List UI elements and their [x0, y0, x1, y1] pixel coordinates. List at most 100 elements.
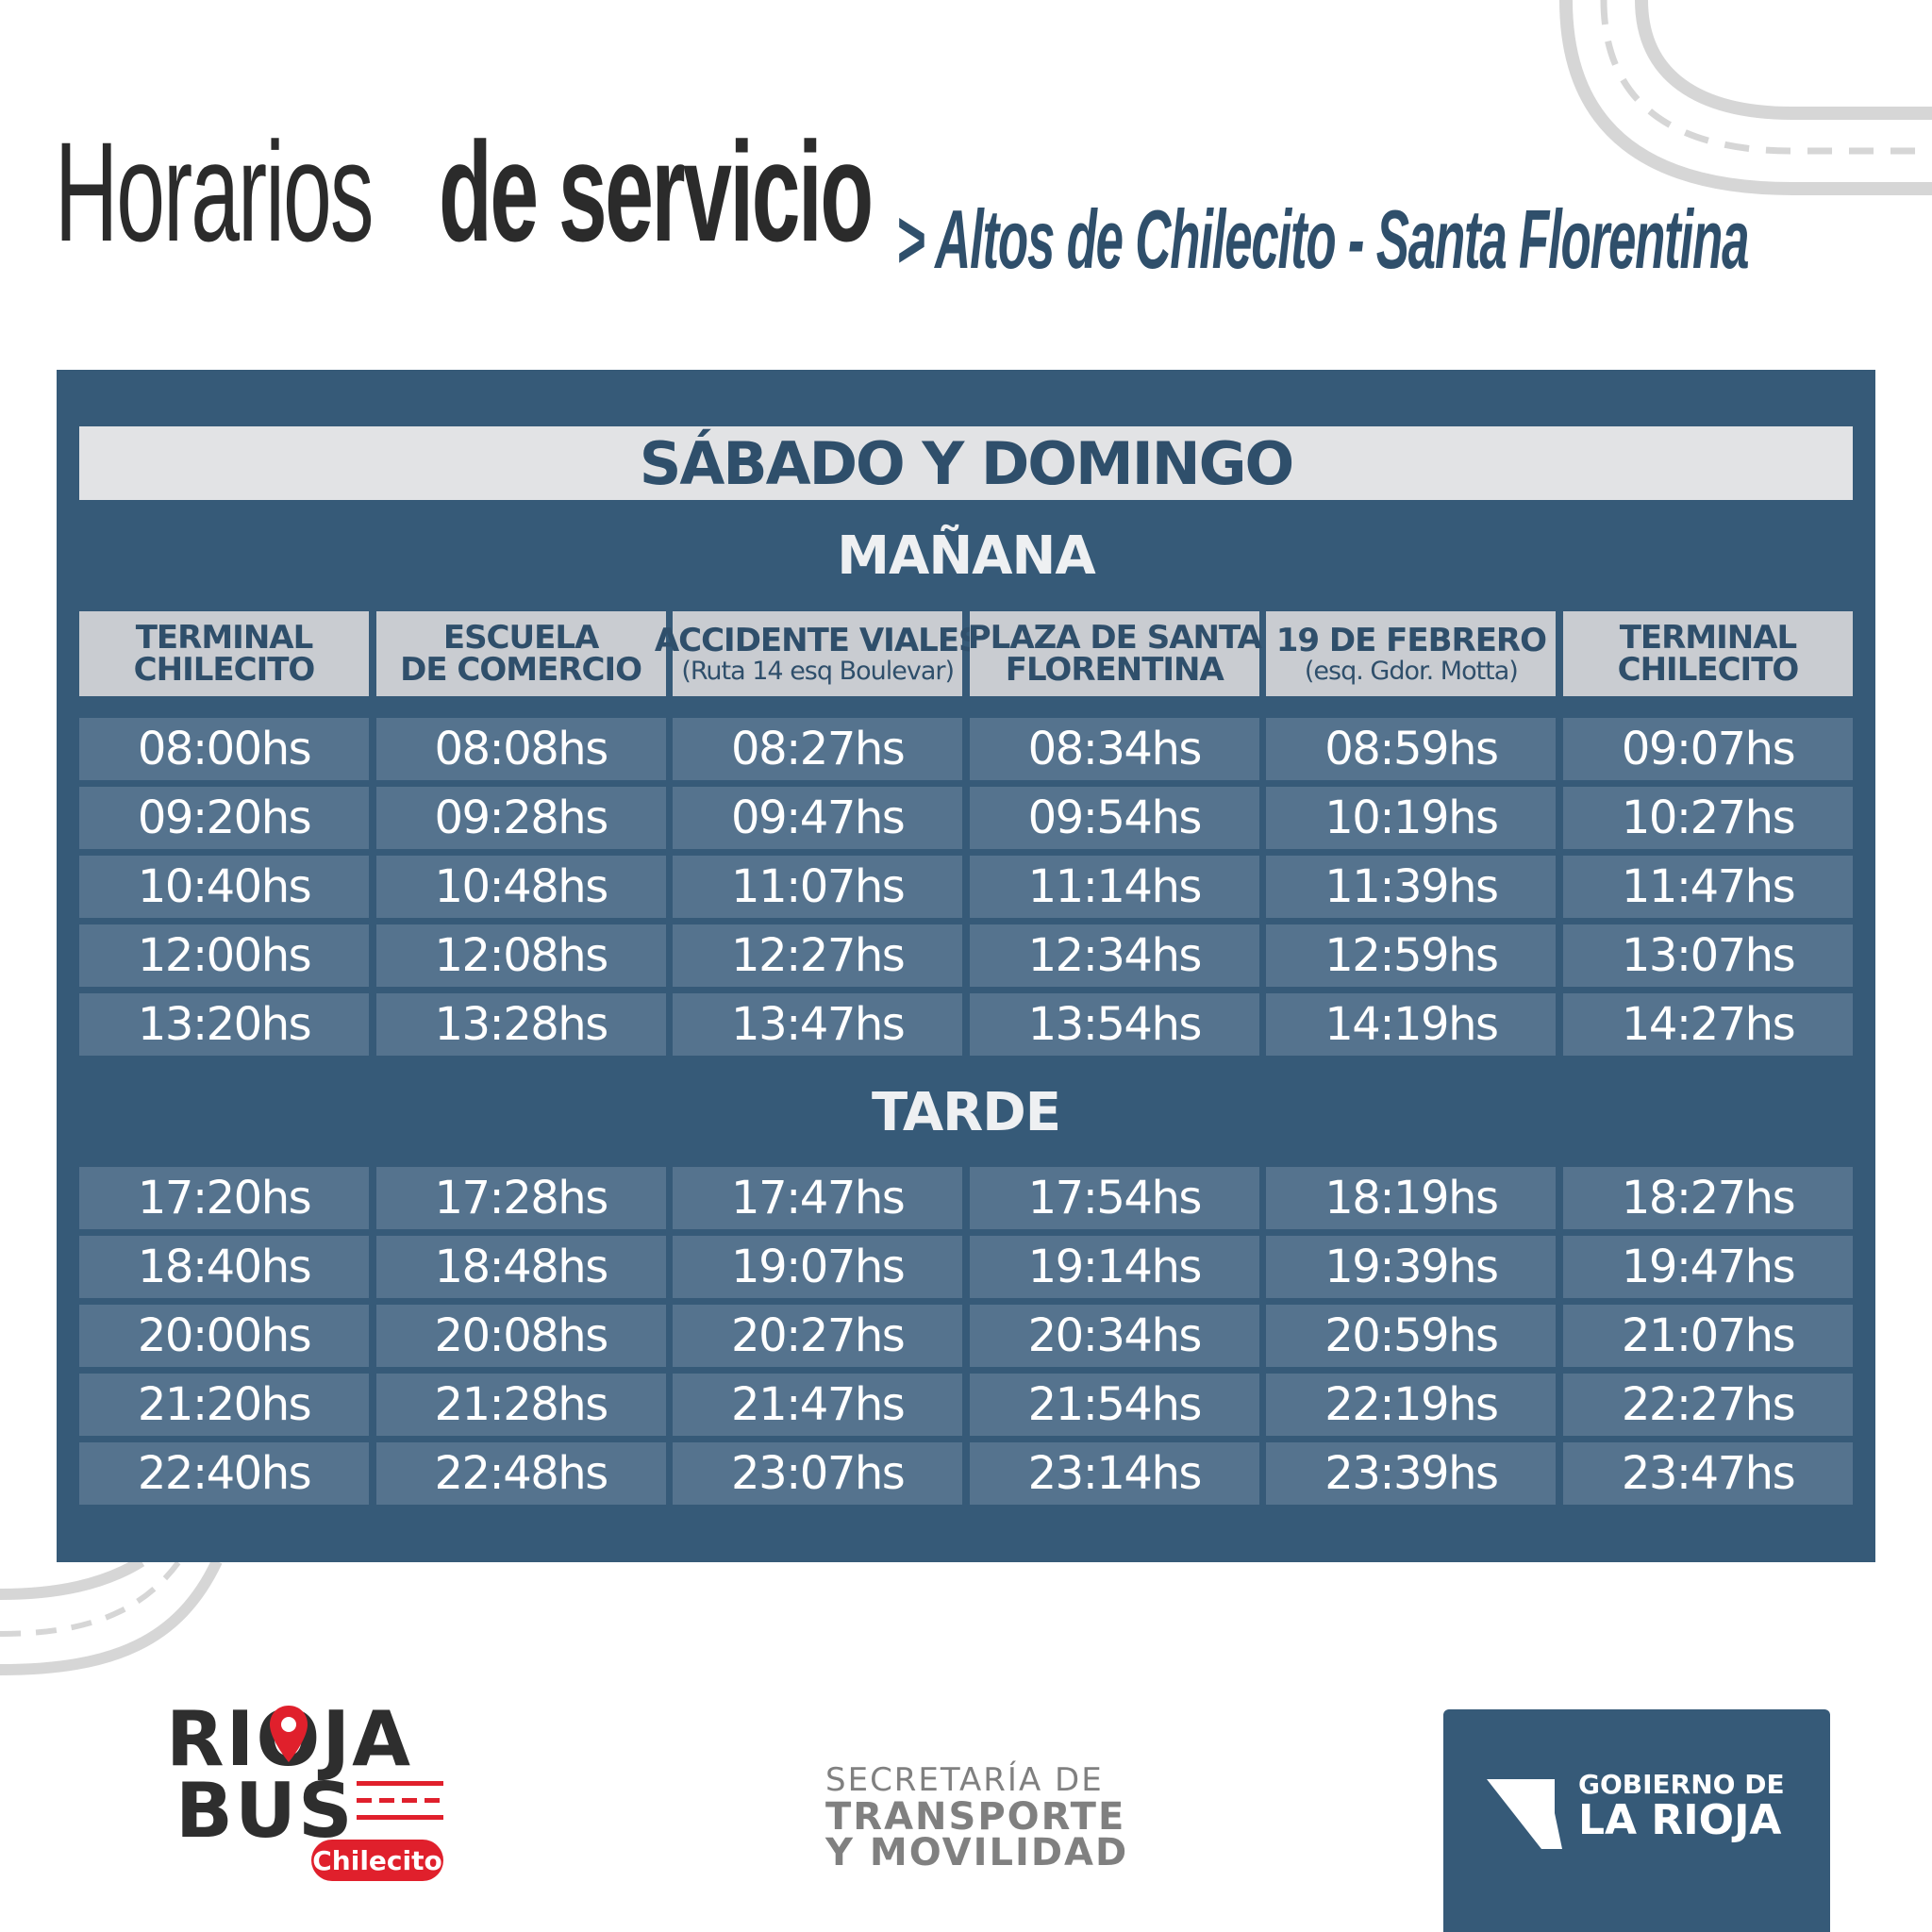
route-name: > Altos de Chilecito - Santa Florentina [896, 192, 1749, 286]
departure-time: 19:14hs [969, 1236, 1259, 1298]
departure-time: 20:08hs [375, 1305, 666, 1367]
departure-time: 11:47hs [1562, 856, 1853, 918]
stop-header: ESCUELA DE COMERCIO [375, 611, 666, 696]
departure-time: 18:27hs [1562, 1167, 1853, 1229]
departure-time: 10:27hs [1562, 787, 1853, 849]
departure-time: 23:07hs [673, 1442, 963, 1505]
departure-time: 20:27hs [673, 1305, 963, 1367]
road-decoration-top-right [1559, 0, 1932, 195]
departure-time: 09:20hs [79, 787, 369, 849]
departure-time: 17:28hs [375, 1167, 666, 1229]
departure-time: 19:47hs [1562, 1236, 1853, 1298]
title-de-servicio: de servicio [439, 112, 874, 271]
departure-time: 18:40hs [79, 1236, 369, 1298]
morning-times: 08:00hs 08:08hs 08:27hs 08:34hs 08:59hs 09:07… [79, 718, 1853, 1062]
stop-name-line2: FLORENTINA [1005, 651, 1224, 689]
departure-time: 08:34hs [969, 718, 1259, 780]
departure-time: 23:14hs [969, 1442, 1259, 1505]
departure-time: 23:39hs [1266, 1442, 1557, 1505]
departure-time: 09:47hs [673, 787, 963, 849]
location-pin-icon [270, 1706, 308, 1762]
departure-time: 12:34hs [969, 924, 1259, 987]
departure-time: 21:54hs [969, 1374, 1259, 1436]
departure-time: 20:59hs [1266, 1305, 1557, 1367]
departure-time: 13:07hs [1562, 924, 1853, 987]
departure-time: 10:19hs [1266, 787, 1557, 849]
departure-time: 13:20hs [79, 993, 369, 1056]
stop-name-line2: DE COMERCIO [400, 651, 642, 689]
departure-time: 21:28hs [375, 1374, 666, 1436]
departure-time: 10:48hs [375, 856, 666, 918]
departure-time: 12:08hs [375, 924, 666, 987]
stop-detail: (esq. Gdor. Motta) [1304, 656, 1519, 686]
riojabus-logo-city: Chilecito [311, 1840, 443, 1881]
departure-time: 12:00hs [79, 924, 369, 987]
departure-time: 21:47hs [673, 1374, 963, 1436]
departure-time: 22:40hs [79, 1442, 369, 1505]
departure-time: 13:54hs [969, 993, 1259, 1056]
departure-time: 18:19hs [1266, 1167, 1557, 1229]
departure-time: 11:14hs [969, 856, 1259, 918]
road-lines-icon [357, 1781, 443, 1832]
departure-time: 22:19hs [1266, 1374, 1557, 1436]
departure-time: 21:20hs [79, 1374, 369, 1436]
departure-time: 08:08hs [375, 718, 666, 780]
departure-time: 08:59hs [1266, 718, 1557, 780]
departure-time: 22:48hs [375, 1442, 666, 1505]
schedule-panel: SÁBADO Y DOMINGO MAÑANA TERMINAL CHILECI… [57, 370, 1875, 1562]
la-rioja-map-icon [1487, 1779, 1562, 1849]
morning-label: MAÑANA [837, 525, 1095, 587]
secretaria-line2: TRANSPORTE [825, 1795, 1126, 1839]
departure-time: 13:47hs [673, 993, 963, 1056]
stop-name: 19 DE FEBRERO [1275, 621, 1547, 659]
stop-name: ESCUELA [442, 619, 599, 657]
afternoon-label: TARDE [871, 1082, 1061, 1143]
departure-time: 13:28hs [375, 993, 666, 1056]
departure-time: 20:34hs [969, 1305, 1259, 1367]
stop-name: TERMINAL [1619, 619, 1798, 657]
secretaria-line3: Y MOVILIDAD [825, 1831, 1129, 1874]
departure-time: 23:47hs [1562, 1442, 1853, 1505]
departure-time: 14:19hs [1266, 993, 1557, 1056]
departure-time: 11:07hs [673, 856, 963, 918]
stop-header: TERMINAL CHILECITO [1562, 611, 1853, 696]
departure-time: 09:07hs [1562, 718, 1853, 780]
departure-time: 17:47hs [673, 1167, 963, 1229]
stop-header: 19 DE FEBRERO (esq. Gdor. Motta) [1266, 611, 1557, 696]
secretaria-line1: SECRETARÍA DE [825, 1761, 1104, 1799]
departure-time: 08:27hs [673, 718, 963, 780]
departure-time: 14:27hs [1562, 993, 1853, 1056]
stop-header: PLAZA DE SANTA FLORENTINA [967, 611, 1262, 696]
title-horarios: Horarios [55, 112, 374, 271]
stop-detail: (Ruta 14 esq Boulevar) [681, 656, 955, 686]
gobierno-line1: GOBIERNO DE [1578, 1769, 1785, 1800]
departure-time: 12:59hs [1266, 924, 1557, 987]
departure-time: 17:54hs [969, 1167, 1259, 1229]
stop-name-line2: CHILECITO [1617, 651, 1800, 689]
departure-time: 18:48hs [375, 1236, 666, 1298]
stop-name-line2: CHILECITO [133, 651, 316, 689]
gobierno-logo: GOBIERNO DE LA RIOJA [1443, 1709, 1830, 1932]
departure-time: 22:27hs [1562, 1374, 1853, 1436]
stop-name: TERMINAL [135, 619, 314, 657]
departure-time: 19:07hs [673, 1236, 963, 1298]
stop-name: ACCIDENTE VIALES [654, 621, 982, 659]
stop-header: ACCIDENTE VIALES (Ruta 14 esq Boulevar) [655, 611, 982, 696]
departure-time: 09:54hs [969, 787, 1259, 849]
stop-header: TERMINAL CHILECITO [79, 611, 369, 696]
day-label: SÁBADO Y DOMINGO [79, 426, 1853, 500]
departure-time: 12:27hs [673, 924, 963, 987]
departure-time: 21:07hs [1562, 1305, 1853, 1367]
departure-time: 09:28hs [375, 787, 666, 849]
road-decoration-bottom-left [0, 1557, 223, 1675]
departure-time: 11:39hs [1266, 856, 1557, 918]
afternoon-times: 17:20hs 17:28hs 17:47hs 17:54hs 18:19hs 18:27… [79, 1167, 1853, 1511]
stop-name: PLAZA DE SANTA [967, 619, 1262, 657]
departure-time: 10:40hs [79, 856, 369, 918]
stop-headers: TERMINAL CHILECITO ESCUELA DE COMERCIO A… [79, 611, 1853, 696]
gobierno-line2: LA RIOJA [1578, 1796, 1782, 1844]
riojabus-logo-bus: BUS [175, 1767, 355, 1855]
departure-time: 17:20hs [79, 1167, 369, 1229]
departure-time: 20:00hs [79, 1305, 369, 1367]
departure-time: 19:39hs [1266, 1236, 1557, 1298]
